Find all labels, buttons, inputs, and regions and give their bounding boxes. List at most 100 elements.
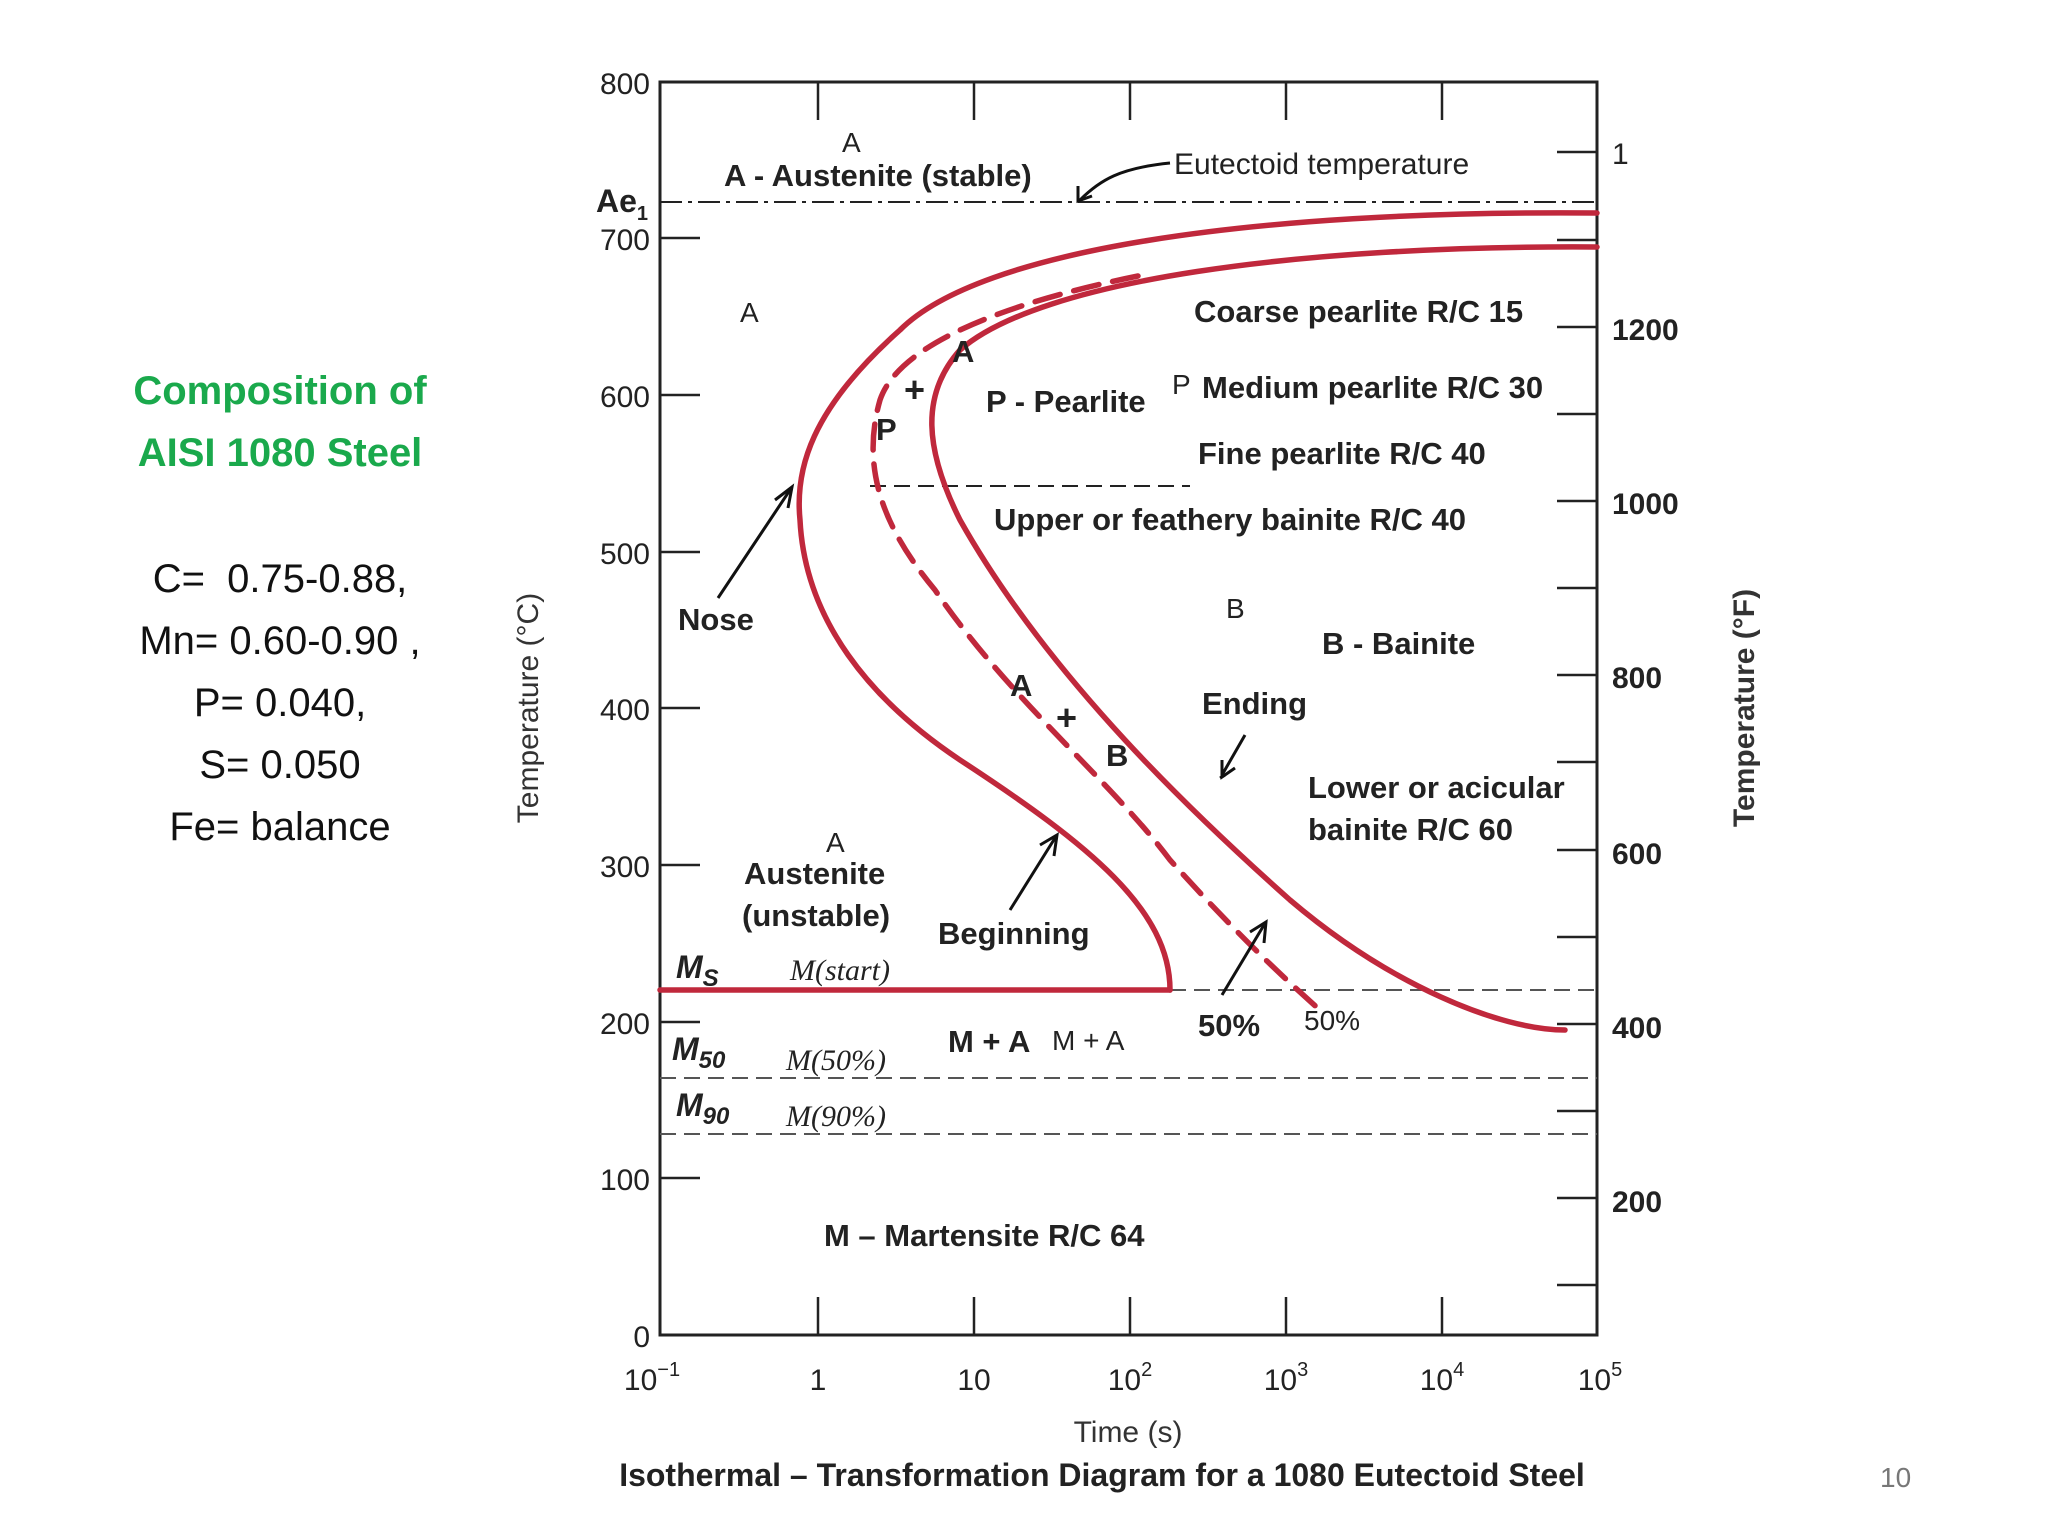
label-upper-bainite: Upper or feathery bainite R/C 40 bbox=[994, 502, 1466, 537]
label-a-curve-mid: A bbox=[1010, 668, 1032, 703]
y-left-tick-100: 100 bbox=[600, 1164, 650, 1197]
label-ending: Ending bbox=[1202, 686, 1307, 721]
composition-title-line1: Composition of bbox=[133, 369, 427, 413]
label-m90: M(90%) bbox=[785, 1100, 886, 1133]
x-tick-1000: 103 bbox=[1264, 1359, 1309, 1397]
label-eutectoid-temperature: Eutectoid temperature bbox=[1174, 148, 1469, 181]
label-b-bainite: B - Bainite bbox=[1322, 626, 1475, 661]
y-right-tick-1200: 1200 bbox=[1612, 314, 1679, 347]
label-fifty-bold: 50% bbox=[1198, 1008, 1260, 1043]
y-left-tick-600: 600 bbox=[600, 381, 650, 414]
label-fifty-light: 50% bbox=[1304, 1005, 1360, 1036]
left-tick-marks bbox=[660, 80, 700, 1180]
label-m50: M(50%) bbox=[785, 1044, 886, 1077]
m90-main: M bbox=[676, 1087, 704, 1123]
plus-marker-top: + bbox=[904, 369, 925, 410]
composition-sulfur: S= 0.050 bbox=[199, 743, 361, 787]
y-left-tick-400: 400 bbox=[600, 694, 650, 727]
y-right-tick-400: 400 bbox=[1612, 1012, 1662, 1045]
x-tick-exp: 4 bbox=[1453, 1359, 1464, 1381]
y-right-tick-1000: 1000 bbox=[1612, 488, 1679, 521]
y-right-tick-800: 800 bbox=[1612, 662, 1662, 695]
x-tick-exp: 3 bbox=[1297, 1359, 1308, 1381]
m50-label: M50 bbox=[672, 1031, 726, 1074]
composition-title: Composition of AISI 1080 Steel bbox=[100, 360, 460, 484]
m90-subscript: 90 bbox=[703, 1103, 730, 1130]
label-austenite-unstable-1: Austenite bbox=[744, 856, 885, 891]
composition-list: C= 0.75-0.88, Mn= 0.60-0.90 , P= 0.040, … bbox=[100, 548, 460, 858]
m50-subscript: 50 bbox=[699, 1047, 726, 1074]
y-left-tick-300: 300 bbox=[600, 851, 650, 884]
y-right-axis-label: Temperature (°F) bbox=[1728, 589, 1761, 827]
x-tick-exp: 2 bbox=[1141, 1359, 1152, 1381]
y-left-tick-800: 800 bbox=[600, 68, 650, 101]
label-martensite: M – Martensite R/C 64 bbox=[824, 1218, 1145, 1253]
composition-phosphorus: P= 0.040, bbox=[193, 681, 367, 725]
ms-main: M bbox=[676, 949, 704, 985]
label-austenite-stable: A - Austenite (stable) bbox=[724, 158, 1032, 193]
x-tick-100: 102 bbox=[1108, 1359, 1153, 1397]
label-a-top: A bbox=[842, 127, 861, 158]
ms-label: MS bbox=[676, 949, 719, 992]
label-p-small: P bbox=[1172, 369, 1191, 400]
ae1-subscript: 1 bbox=[637, 203, 648, 225]
time-tick-marks bbox=[816, 82, 1444, 1335]
composition-iron: Fe= balance bbox=[169, 805, 391, 849]
y-left-tick-700: 700 bbox=[600, 224, 650, 257]
label-lower-bainite-1: Lower or acicular bbox=[1308, 770, 1565, 805]
x-tick-1: 1 bbox=[810, 1364, 827, 1397]
x-tick-base: 10 bbox=[1108, 1364, 1141, 1397]
label-b-small: B bbox=[1226, 593, 1245, 624]
m90-label: M90 bbox=[676, 1087, 730, 1130]
plot-frame bbox=[658, 80, 1599, 1337]
label-p-curve-top: P bbox=[876, 412, 897, 447]
slide-number: 10 bbox=[1880, 1462, 1912, 1493]
label-a-curve-top: A bbox=[952, 334, 974, 369]
x-tick-base: 10 bbox=[1420, 1364, 1453, 1397]
y-right-tick-1: 1 bbox=[1612, 138, 1629, 171]
label-fine-pearlite: Fine pearlite R/C 40 bbox=[1198, 436, 1486, 471]
ae1-label: Ae1 bbox=[596, 183, 648, 225]
ae1-main: Ae bbox=[596, 183, 637, 219]
label-m-plus-a: M + A bbox=[948, 1024, 1030, 1059]
x-tick-base: 10 bbox=[624, 1364, 657, 1397]
x-axis-label: Time (s) bbox=[1074, 1416, 1183, 1449]
annotation-arrows bbox=[716, 161, 1268, 996]
plus-marker-mid: + bbox=[1056, 697, 1077, 738]
composition-manganese: Mn= 0.60-0.90 , bbox=[139, 619, 421, 663]
label-a-left: A bbox=[740, 297, 759, 328]
m50-main: M bbox=[672, 1031, 700, 1067]
x-tick-base: 10 bbox=[1578, 1364, 1611, 1397]
region-labels: A A - Austenite (stable) Eutectoid tempe… bbox=[678, 127, 1565, 1253]
y-left-tick-0: 0 bbox=[633, 1321, 650, 1354]
fifty-percent-curve bbox=[870, 273, 1328, 1018]
label-p-pearlite: P - Pearlite bbox=[986, 384, 1146, 419]
composition-title-line2: AISI 1080 Steel bbox=[137, 431, 423, 475]
y-right-tick-200: 200 bbox=[1612, 1186, 1662, 1219]
y-left-tick-200: 200 bbox=[600, 1008, 650, 1041]
x-tick-exp: 5 bbox=[1611, 1359, 1622, 1381]
transformation-ending-curve bbox=[929, 244, 1600, 1033]
label-m-plus-a-small: M + A bbox=[1052, 1025, 1125, 1056]
x-tick-base: 10 bbox=[1264, 1364, 1297, 1397]
x-tick-labels: 10−1 1 10 102 103 104 105 bbox=[624, 1359, 1622, 1397]
label-b-curve-mid: B bbox=[1106, 738, 1128, 773]
label-m-start: M(start) bbox=[789, 954, 890, 987]
right-tick-marks bbox=[1557, 150, 1597, 1287]
label-beginning: Beginning bbox=[938, 916, 1090, 951]
composition-carbon: C= 0.75-0.88, bbox=[152, 557, 408, 601]
label-coarse-pearlite: Coarse pearlite R/C 15 bbox=[1194, 294, 1523, 329]
label-lower-bainite-2: bainite R/C 60 bbox=[1308, 812, 1513, 847]
diagram-caption: Isothermal – Transformation Diagram for … bbox=[619, 1457, 1585, 1493]
x-tick-10: 10 bbox=[957, 1364, 990, 1397]
y-right-tick-600: 600 bbox=[1612, 838, 1662, 871]
x-tick-100000: 105 bbox=[1578, 1359, 1623, 1397]
ms-subscript: S bbox=[703, 965, 719, 992]
x-tick-exp: −1 bbox=[657, 1359, 680, 1381]
y-left-tick-500: 500 bbox=[600, 538, 650, 571]
right-tick-labels: 1 1200 1000 800 600 400 200 bbox=[1612, 138, 1679, 1219]
label-austenite-unstable-2: (unstable) bbox=[742, 898, 890, 933]
y-left-axis-label: Temperature (°C) bbox=[512, 593, 545, 823]
label-nose: Nose bbox=[678, 602, 754, 637]
